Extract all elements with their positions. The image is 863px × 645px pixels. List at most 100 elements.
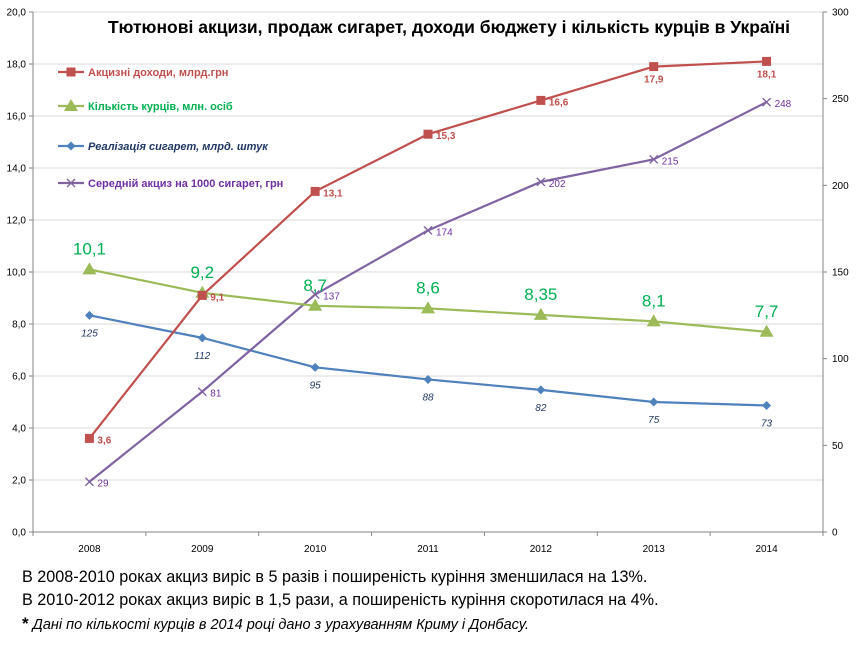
x-tick-label: 2012 [530,544,553,555]
data-point [649,154,659,164]
y-left-tick-label: 20,0 [7,8,27,19]
data-point [536,177,546,187]
data-label: 174 [436,227,453,238]
y-left-tick-label: 4,0 [12,424,26,435]
y-left-tick-label: 0,0 [12,528,26,539]
plot-frame [32,11,824,533]
data-point [423,129,433,139]
data-point [197,290,207,300]
x-tick-label: 2008 [78,544,101,555]
data-point [84,433,94,443]
data-label: 7,7 [755,302,779,321]
y-right-tick-label: 250 [832,94,849,105]
footnote-text: Дані по кількості курців в 2014 році дан… [28,617,530,633]
x-axis: 2008 2009 2010 2011 2012 2013 2014 [32,532,824,555]
y-axis-left: 0,0 2,0 4,0 6,0 8,0 10,0 12,0 14,0 16,0 18,0 20,0 [7,8,33,539]
x-tick-label: 2009 [191,544,214,555]
footnote: * Дані по кількості курців в 2014 році д… [22,612,852,637]
data-point [759,324,774,337]
y-right-tick-label: 200 [832,181,849,192]
series-0: 3,6 9,1 13,1 15,3 16,6 17,9 18,1 [84,56,777,446]
legend-marker [66,141,76,151]
y-right-tick-label: 150 [832,268,849,279]
y-left-tick-label: 12,0 [7,216,27,227]
data-label: 10,1 [73,239,106,258]
data-point [197,333,207,343]
data-point [533,307,548,320]
data-label: 88 [422,392,434,403]
series-1: 10,1 9,2 8,7 8,6 8,35 8,1 7,7 [73,239,779,337]
data-label: 9,1 [210,292,224,303]
data-label: 29 [97,479,109,490]
y-left-tick-label: 8,0 [12,320,26,331]
data-label: 112 [194,351,210,362]
data-label: 8,6 [416,278,440,297]
data-point [421,301,435,314]
data-point [310,186,320,196]
data-label: 248 [775,99,792,110]
series-3: 29 81 137 174 202 215 248 [84,97,792,490]
chart: 0,02,04,06,08,010,012,014,016,018,020,0 … [7,8,850,556]
data-label: 18,1 [757,69,777,80]
data-point [646,314,661,327]
legend-item: Середній акциз на 1000 сигарет, грн [58,178,283,190]
x-tick-label: 2014 [755,544,778,555]
data-point [197,387,207,397]
data-label: 17,9 [644,75,664,86]
footnote-mark: * [22,614,29,633]
notes: В 2008-2010 роках акциз виріс в 5 разів … [22,566,852,637]
x-tick-label: 2011 [417,544,439,555]
data-label: 15,3 [436,131,456,142]
note-line-2: В 2010-2012 роках акциз виріс в 1,5 рази… [22,591,659,609]
data-label: 215 [662,156,679,167]
data-label: 9,2 [190,263,214,282]
data-label: 8,7 [303,276,327,295]
chart-title: Тютюнові акцизи, продаж сигарет, доходи … [108,17,790,37]
data-point [84,477,94,487]
series-layer: 125 112 95 88 82 75 73 29 81 137 174 202 215 248 10,1 9… [73,56,792,490]
data-label: 8,35 [524,285,557,304]
data-label: 82 [535,403,547,414]
y-left-tick-label: 10,0 [7,268,27,279]
data-point [536,95,546,105]
note-line-1: В 2008-2010 роках акциз виріс в 5 разів … [22,568,648,586]
data-label: 13,1 [323,188,343,199]
data-point [762,400,772,410]
y-left-tick-label: 6,0 [12,372,26,383]
data-point [423,374,433,384]
data-label: 8,1 [642,291,666,310]
legend-item: Акцизні доходи, млрд.грн [58,67,228,79]
data-label: 73 [761,418,773,429]
y-axis-right: 0 50 100 150 200 250 300 [823,8,849,539]
data-point [84,310,94,320]
data-point [536,385,546,395]
data-point [649,62,659,72]
data-point [762,56,772,66]
data-point [762,97,772,107]
data-point [310,290,320,300]
y-left-tick-label: 16,0 [7,112,27,123]
data-label: 81 [210,389,222,400]
data-label: 202 [549,179,566,190]
data-point [308,298,323,311]
legend-label: Кількість курців, млн. осіб [88,101,233,113]
data-label: 125 [81,328,98,339]
y-left-tick-label: 2,0 [12,476,26,487]
legend-label: Акцизні доходи, млрд.грн [88,67,228,79]
data-label: 137 [323,292,340,303]
y-left-tick-label: 18,0 [7,60,27,71]
legend-item: Кількість курців, млн. осіб [58,99,233,113]
data-label: 3,6 [97,435,111,446]
legend-item: Реалізація сигарет, млрд. штук [58,141,269,153]
data-label: 95 [310,380,322,391]
y-right-tick-label: 100 [832,354,849,365]
data-label: 75 [648,415,660,426]
legend-label: Середній акциз на 1000 сигарет, грн [88,178,283,190]
data-point [649,397,659,407]
data-label: 16,6 [549,97,569,108]
legend-marker [66,67,76,77]
series-2: 125 112 95 88 82 75 73 [81,310,773,429]
legend-label: Реалізація сигарет, млрд. штук [88,141,269,153]
data-point [310,362,320,372]
y-right-tick-label: 0 [832,528,838,539]
